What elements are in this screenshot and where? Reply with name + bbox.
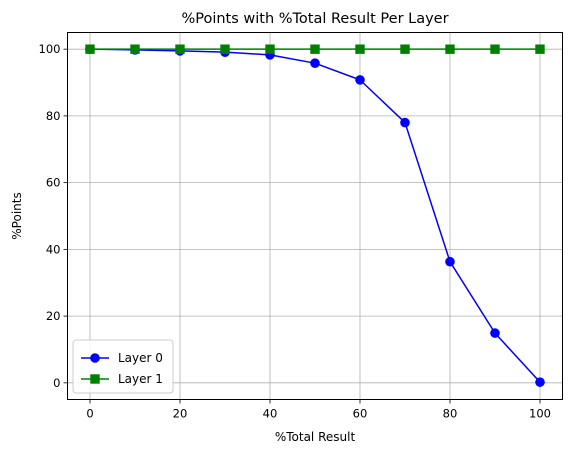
chart-title: %Points with %Total Result Per Layer: [181, 11, 448, 27]
data-point-0-7: [400, 117, 410, 128]
data-point-1-4: [265, 44, 275, 54]
data-point-1-7: [400, 44, 410, 54]
y-tick-label-3: 60: [46, 176, 61, 190]
data-point-0-6: [355, 75, 365, 85]
ticks: 0 20 40 60 80 100 0 20 40 60 80 100: [39, 42, 551, 420]
data-point-1-8: [445, 44, 455, 54]
data-point-1-1: [130, 44, 140, 54]
x-tick-label-1: 20: [173, 407, 188, 421]
data-point-1-6: [355, 44, 365, 54]
data-point-1-9: [490, 44, 500, 54]
data-point-0-8: [445, 256, 455, 267]
data-point-1-5: [310, 44, 320, 54]
y-axis-label: %Points: [10, 192, 24, 239]
data-point-1-3: [220, 44, 230, 54]
legend-item-0: Layer 0: [81, 351, 163, 365]
y-tick-label-5: 100: [39, 42, 61, 56]
x-tick-label-5: 100: [529, 407, 551, 421]
series-1: [85, 44, 545, 54]
x-tick-label-0: 0: [86, 407, 93, 421]
legend-item-1: Layer 1: [81, 372, 163, 386]
plot-frame: [67, 32, 563, 400]
y-tick-label-4: 80: [46, 109, 61, 123]
data-point-0-10: [535, 377, 545, 387]
data-point-0-9: [490, 328, 500, 338]
grid: [67, 32, 563, 400]
x-tick-label-2: 40: [263, 407, 278, 421]
x-axis-label: %Total Result: [275, 430, 356, 444]
x-tick-label-3: 60: [353, 407, 368, 421]
data-point-1-0: [85, 44, 95, 54]
x-tick-label-4: 80: [443, 407, 458, 421]
y-tick-label-2: 40: [46, 242, 61, 256]
series-layer: [85, 44, 545, 387]
legend-label-0: Layer 0: [118, 351, 163, 365]
legend-marker-0: [90, 353, 100, 363]
data-point-0-5: [310, 58, 320, 68]
y-tick-label-1: 20: [46, 309, 61, 323]
legend: Layer 0 Layer 1: [72, 339, 174, 394]
legend-marker-1: [90, 374, 100, 384]
data-point-1-10: [535, 44, 545, 54]
legend-label-1: Layer 1: [118, 372, 163, 386]
y-tick-label-0: 0: [53, 376, 60, 390]
data-point-1-2: [175, 44, 185, 54]
